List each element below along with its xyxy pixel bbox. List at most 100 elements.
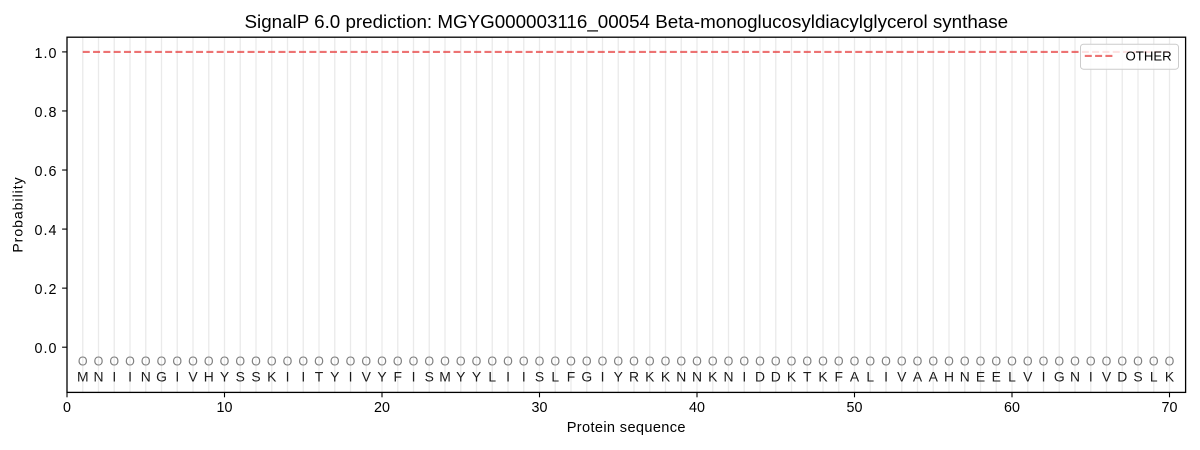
svg-text:N: N — [1070, 368, 1080, 384]
svg-text:O: O — [550, 354, 560, 368]
svg-text:O: O — [1039, 354, 1049, 368]
svg-text:I: I — [301, 368, 305, 384]
svg-text:K: K — [645, 368, 655, 384]
svg-text:O: O — [944, 354, 954, 368]
svg-text:O: O — [314, 354, 324, 368]
svg-text:N: N — [692, 368, 702, 384]
svg-text:O: O — [172, 354, 182, 368]
svg-text:A: A — [913, 368, 923, 384]
svg-text:O: O — [456, 354, 466, 368]
svg-text:O: O — [1149, 354, 1159, 368]
svg-text:I: I — [601, 368, 605, 384]
svg-text:M: M — [439, 368, 451, 384]
svg-text:K: K — [787, 368, 797, 384]
svg-text:D: D — [771, 368, 781, 384]
svg-text:O: O — [1102, 354, 1112, 368]
svg-text:L: L — [551, 368, 559, 384]
svg-text:10: 10 — [217, 400, 233, 416]
svg-text:O: O — [645, 354, 655, 368]
svg-text:O: O — [1070, 354, 1080, 368]
svg-text:D: D — [755, 368, 765, 384]
svg-text:O: O — [535, 354, 545, 368]
svg-text:O: O — [928, 354, 938, 368]
svg-text:Y: Y — [456, 368, 465, 384]
svg-text:O: O — [330, 354, 340, 368]
svg-text:O: O — [787, 354, 797, 368]
svg-text:O: O — [897, 354, 907, 368]
svg-text:S: S — [236, 368, 245, 384]
svg-text:I: I — [506, 368, 510, 384]
svg-text:O: O — [755, 354, 765, 368]
svg-text:O: O — [503, 354, 513, 368]
svg-text:O: O — [472, 354, 482, 368]
svg-text:O: O — [676, 354, 686, 368]
svg-text:O: O — [94, 354, 104, 368]
svg-text:L: L — [1008, 368, 1016, 384]
svg-text:O: O — [1086, 354, 1096, 368]
svg-text:T: T — [803, 368, 812, 384]
svg-text:V: V — [362, 368, 372, 384]
svg-text:N: N — [676, 368, 686, 384]
svg-text:O: O — [283, 354, 293, 368]
svg-text:D: D — [1117, 368, 1127, 384]
svg-text:S: S — [535, 368, 544, 384]
svg-text:O: O — [519, 354, 529, 368]
svg-text:O: O — [692, 354, 702, 368]
svg-text:O: O — [298, 354, 308, 368]
svg-text:OTHER: OTHER — [1126, 49, 1172, 64]
svg-text:0.4: 0.4 — [35, 223, 58, 239]
svg-text:40: 40 — [689, 400, 705, 416]
svg-text:O: O — [361, 354, 371, 368]
svg-text:I: I — [286, 368, 290, 384]
svg-text:O: O — [346, 354, 356, 368]
svg-text:G: G — [156, 368, 167, 384]
svg-text:I: I — [884, 368, 888, 384]
svg-text:S: S — [251, 368, 260, 384]
svg-text:O: O — [1054, 354, 1064, 368]
svg-text:S: S — [425, 368, 434, 384]
svg-text:O: O — [1165, 354, 1175, 368]
svg-text:E: E — [976, 368, 985, 384]
svg-text:O: O — [267, 354, 277, 368]
svg-text:Y: Y — [220, 368, 229, 384]
svg-text:0.6: 0.6 — [35, 164, 58, 180]
svg-text:O: O — [188, 354, 198, 368]
svg-text:O: O — [629, 354, 639, 368]
svg-text:O: O — [818, 354, 828, 368]
svg-text:O: O — [235, 354, 245, 368]
svg-text:N: N — [141, 368, 151, 384]
svg-text:G: G — [581, 368, 592, 384]
svg-text:T: T — [315, 368, 324, 384]
svg-text:O: O — [834, 354, 844, 368]
svg-text:I: I — [1089, 368, 1093, 384]
svg-text:O: O — [409, 354, 419, 368]
svg-text:K: K — [818, 368, 828, 384]
svg-text:K: K — [708, 368, 718, 384]
svg-text:Y: Y — [472, 368, 481, 384]
svg-text:O: O — [1023, 354, 1033, 368]
svg-text:H: H — [944, 368, 954, 384]
svg-text:0.0: 0.0 — [35, 341, 58, 357]
svg-text:O: O — [125, 354, 135, 368]
svg-text:I: I — [112, 368, 116, 384]
svg-text:R: R — [629, 368, 639, 384]
svg-text:F: F — [394, 368, 403, 384]
svg-text:L: L — [1150, 368, 1158, 384]
svg-text:S: S — [1133, 368, 1142, 384]
svg-text:I: I — [349, 368, 353, 384]
svg-text:F: F — [567, 368, 576, 384]
svg-text:O: O — [220, 354, 230, 368]
svg-text:O: O — [771, 354, 781, 368]
svg-text:Y: Y — [330, 368, 339, 384]
svg-text:N: N — [960, 368, 970, 384]
svg-text:O: O — [1007, 354, 1017, 368]
svg-text:O: O — [913, 354, 923, 368]
svg-text:M: M — [77, 368, 89, 384]
svg-text:70: 70 — [1162, 400, 1178, 416]
svg-text:20: 20 — [374, 400, 390, 416]
svg-text:O: O — [865, 354, 875, 368]
svg-text:N: N — [93, 368, 103, 384]
svg-text:O: O — [424, 354, 434, 368]
svg-text:O: O — [582, 354, 592, 368]
svg-text:O: O — [708, 354, 718, 368]
